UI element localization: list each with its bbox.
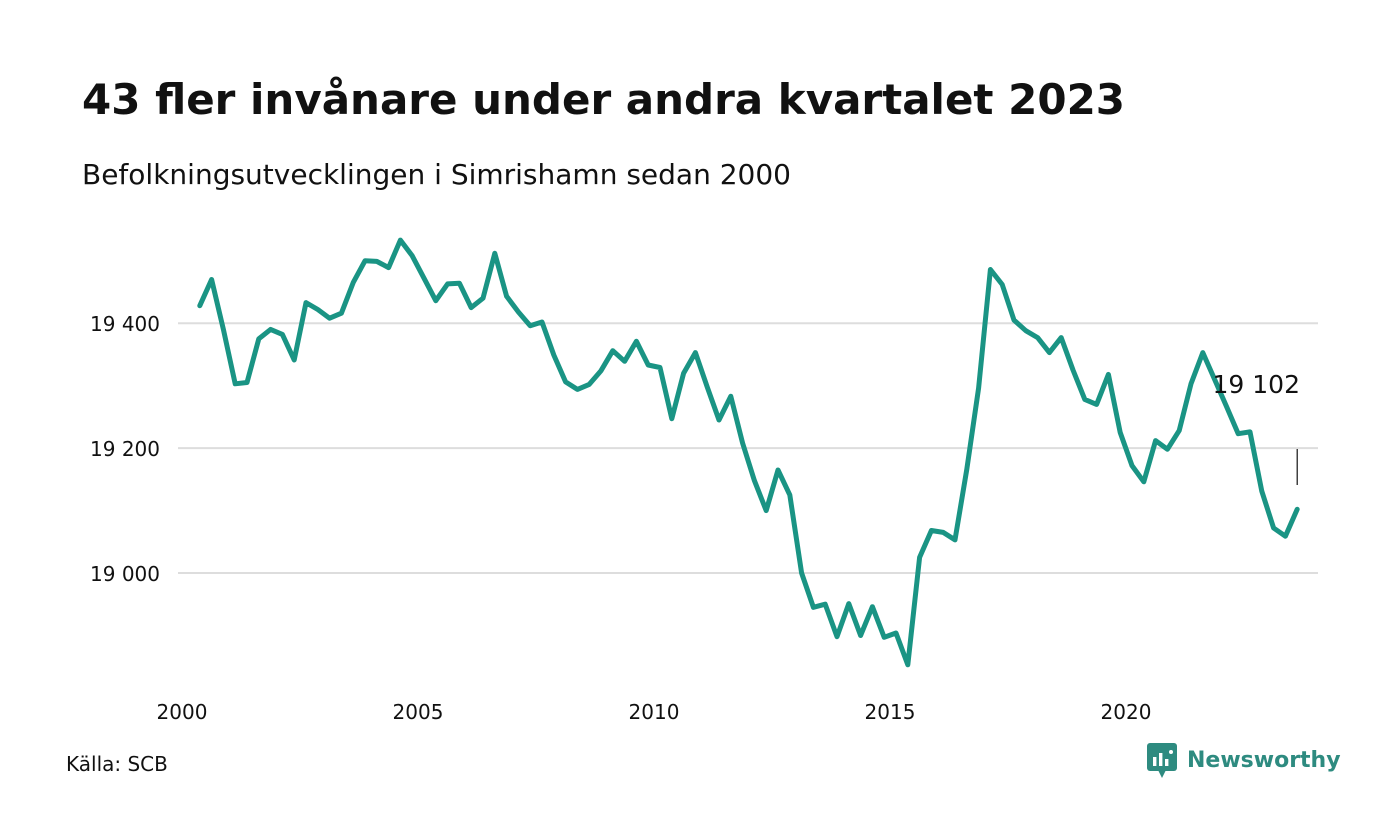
newsworthy-logo-icon xyxy=(1147,743,1177,778)
x-tick-label: 2000 xyxy=(157,700,208,724)
y-axis-tick-labels: 19 000 19 200 19 400 xyxy=(90,312,160,586)
annotation-label: 19 102 xyxy=(1213,370,1300,399)
annotation-layer: 19 102 xyxy=(1213,370,1300,485)
chart-title: 43 fler invånare under andra kvartalet 2… xyxy=(82,75,1126,124)
series-line-0 xyxy=(197,237,1300,668)
y-tick-label: 19 000 xyxy=(90,562,160,586)
y-tick-label: 19 200 xyxy=(90,437,160,461)
y-tick-label: 19 400 xyxy=(90,312,160,336)
source-note: Källa: SCB xyxy=(66,752,168,776)
x-tick-label: 2020 xyxy=(1101,700,1152,724)
x-tick-label: 2005 xyxy=(393,700,444,724)
brand-logo[interactable]: Newsworthy xyxy=(1146,742,1341,780)
x-tick-label: 2015 xyxy=(865,700,916,724)
x-tick-label: 2010 xyxy=(629,700,680,724)
grid-lines xyxy=(178,322,1318,574)
series-layer xyxy=(197,237,1300,668)
chart-subtitle: Befolkningsutvecklingen i Simrishamn sed… xyxy=(82,158,791,191)
x-axis-tick-labels: 2000 2005 2010 2015 2020 xyxy=(157,700,1152,724)
brand-name: Newsworthy xyxy=(1187,748,1341,773)
